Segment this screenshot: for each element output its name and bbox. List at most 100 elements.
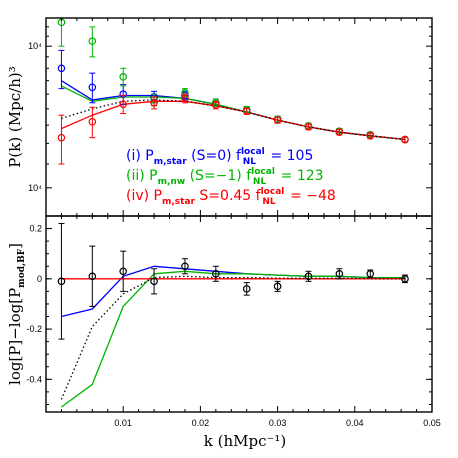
data-point (401, 135, 409, 144)
point-marker (88, 117, 97, 126)
y-axis-label: P(k) (Mpc/h)³ (6, 66, 24, 167)
legend-entry-part: (ii) P (126, 168, 158, 184)
data-point (273, 116, 282, 124)
data-point (304, 270, 313, 282)
data-point (57, 223, 66, 340)
y-tick-label: 10⁴ (28, 183, 42, 193)
legend-entry-part: (i) P (126, 148, 154, 164)
legend-entry-part: (iv) P (126, 188, 162, 204)
data-point (119, 250, 128, 292)
point-marker (335, 269, 344, 278)
point-marker (273, 282, 282, 291)
legend-entry-part: NL (243, 157, 257, 167)
point-marker (401, 275, 409, 283)
x-tick-label: 0.03 (269, 418, 287, 428)
data-point (273, 280, 282, 292)
data-point (335, 268, 344, 280)
point-marker (88, 37, 97, 45)
y-tick-label: -0.4 (26, 374, 42, 384)
point-marker (242, 285, 251, 293)
plot-area (57, 223, 409, 408)
data-point (88, 26, 97, 58)
data-point (242, 107, 251, 115)
y-tick-label: 10⁴ (28, 41, 42, 51)
point-marker (335, 128, 344, 136)
point-marker (401, 135, 409, 144)
y-tick-label: 0 (37, 274, 42, 284)
point-marker (57, 277, 66, 286)
plot-area (57, 18, 409, 165)
y-tick-label: -0.2 (26, 324, 42, 334)
legend-entry-part: = 105 (266, 148, 313, 164)
y-axis-label-main: log[P]−log[P (6, 288, 24, 385)
legend-entry-part: (S=−1) f (185, 168, 252, 184)
series-line-black-dotted (60, 275, 405, 400)
y-axis-label-main: P(k) (Mpc/h)³ (6, 66, 24, 167)
legend: (i) Pm,star (S=0) flocal NL = 105(ii) Pm,… (126, 147, 336, 207)
legend-entry-part: NL (253, 177, 267, 187)
legend-entry-part: = −48 (286, 188, 336, 204)
x-tick-label: 0.01 (114, 418, 132, 428)
legend-entry-part: local (241, 147, 265, 157)
data-point (335, 128, 344, 136)
legend-entry-part: local (251, 167, 275, 177)
legend-entry-part: = 123 (276, 168, 323, 184)
point-marker (366, 269, 375, 278)
point-marker (119, 267, 128, 276)
data-point (88, 106, 97, 139)
data-point (366, 269, 375, 279)
data-point (57, 49, 66, 90)
y-axis-label: log[P]−log[Pmod,BF] (6, 243, 27, 385)
data-point (181, 258, 189, 275)
data-point (119, 67, 128, 87)
data-point (88, 72, 97, 104)
legend-entry-part: NL (262, 197, 276, 207)
point-marker (242, 107, 251, 115)
bottom-panel: 0.01 0.02 0.03 0.04 0.05 0.2 0 -0.2 -0.4log[P]−l… (6, 215, 441, 450)
legend-entry-part: m,star (154, 157, 188, 167)
data-point (119, 95, 128, 115)
series-line-red (61, 100, 406, 141)
data-point (366, 132, 375, 140)
legend-entry: (i) Pm,star (S=0) flocal NL = 105 (126, 147, 313, 167)
data-point (401, 274, 409, 284)
data-point (212, 100, 220, 110)
x-tick-label: 0.02 (192, 418, 210, 428)
point-marker (150, 98, 158, 107)
point-marker (273, 116, 282, 124)
point-marker (88, 272, 97, 281)
legend-entry-part: local (261, 187, 285, 197)
series-line-black-dotted (61, 99, 406, 141)
series-line-blue (61, 80, 406, 141)
point-marker (304, 272, 313, 281)
data-point (88, 245, 97, 307)
point-marker (119, 100, 128, 109)
x-tick-label: 0.04 (346, 418, 364, 428)
point-marker (212, 269, 220, 278)
legend-entry-part: m,nw (158, 177, 186, 187)
legend-entry: (ii) Pm,nw (S=−1) flocal NL = 123 (126, 167, 324, 187)
data-point (150, 268, 158, 295)
legend-entry-part: S=0.45 f (195, 188, 262, 204)
data-point (304, 123, 313, 131)
series-line-green (61, 85, 406, 141)
point-marker (212, 101, 220, 109)
plot-frame (45, 17, 433, 217)
legend-entry: (iv) Pm,star S=0.45 flocal NL = −48 (126, 187, 336, 207)
data-point (242, 282, 251, 296)
point-marker (304, 123, 313, 131)
legend-entry-part: (S=0) f (187, 148, 242, 164)
point-marker (57, 133, 66, 142)
plot-frame (45, 215, 433, 413)
y-axis-label-sub: mod,BF (17, 248, 27, 288)
point-marker (150, 277, 158, 286)
x-axis-label: k (hMpc⁻¹) (204, 432, 287, 450)
data-point (57, 18, 66, 47)
point-marker (366, 132, 375, 140)
point-marker (88, 83, 97, 92)
y-axis-label-end: ] (6, 243, 24, 249)
data-point (212, 265, 220, 282)
data-point (181, 93, 189, 104)
